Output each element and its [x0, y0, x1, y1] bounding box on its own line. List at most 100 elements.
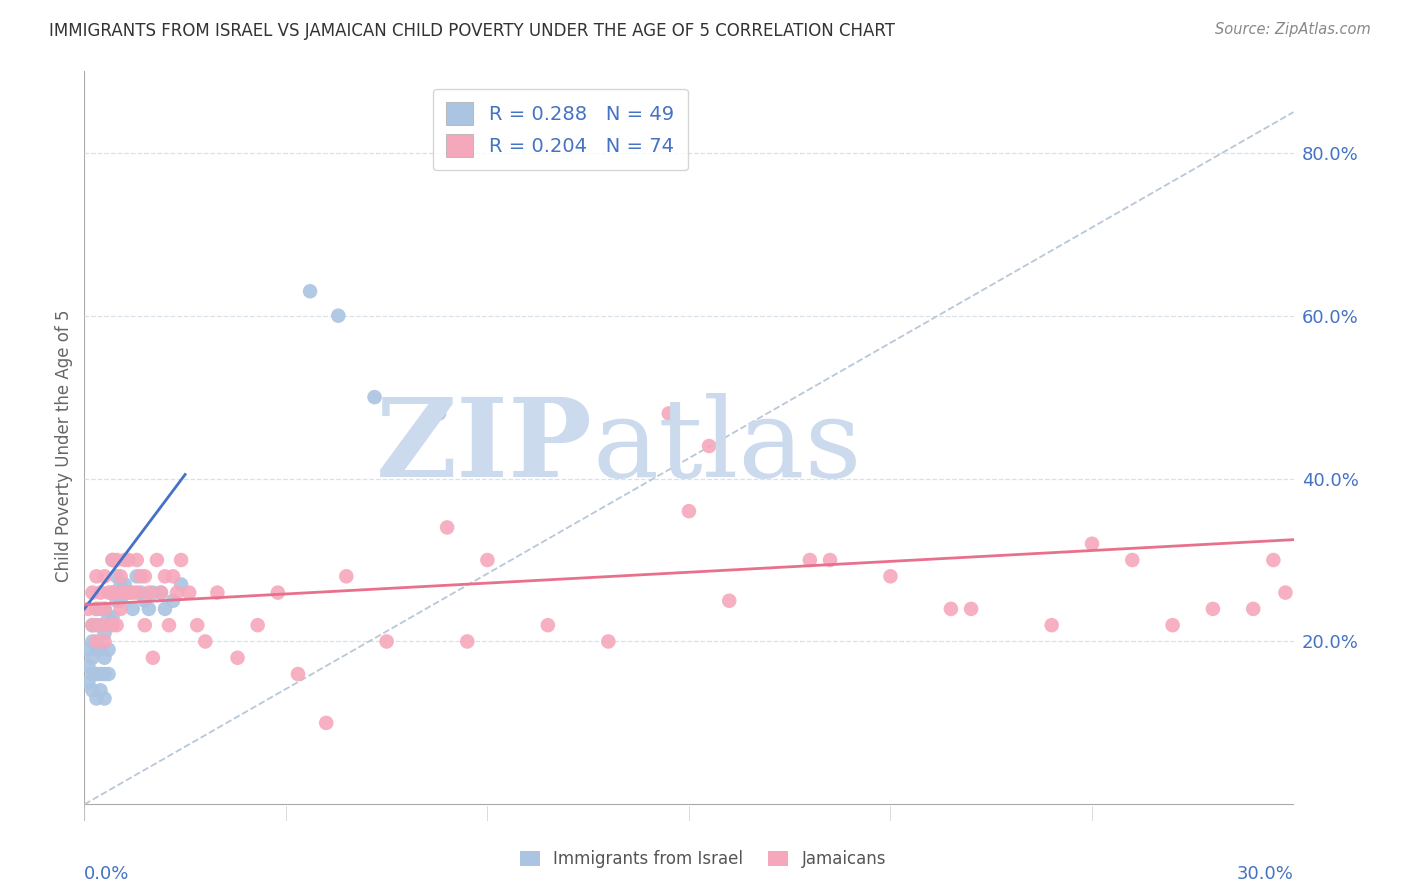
Point: [118, 585, 141, 599]
Point: [110, 577, 132, 591]
Point: [101, 585, 124, 599]
Point: [93, 634, 115, 648]
Point: [77, 642, 100, 657]
Point: [170, 553, 193, 567]
Point: [97, 585, 120, 599]
Point: [110, 602, 132, 616]
Point: [82, 667, 104, 681]
Point: [86, 642, 108, 657]
Point: [142, 650, 165, 665]
Point: [77, 659, 100, 673]
Point: [121, 602, 143, 616]
Point: [299, 285, 322, 299]
Point: [89, 618, 111, 632]
Point: [82, 585, 104, 599]
Point: [246, 618, 269, 632]
Point: [1081, 537, 1104, 551]
Point: [226, 650, 249, 665]
Point: [86, 634, 108, 648]
Point: [153, 602, 176, 616]
Point: [162, 593, 184, 607]
Point: [149, 585, 172, 599]
Point: [89, 683, 111, 698]
Point: [194, 634, 217, 648]
Point: [134, 593, 156, 607]
Point: [1274, 585, 1296, 599]
Point: [86, 618, 108, 632]
Point: [363, 390, 385, 404]
Point: [1263, 553, 1285, 567]
Legend: Immigrants from Israel, Jamaicans: Immigrants from Israel, Jamaicans: [513, 844, 893, 875]
Point: [818, 553, 841, 567]
Point: [658, 406, 681, 420]
Text: ZIP: ZIP: [375, 392, 592, 500]
Point: [86, 602, 108, 616]
Point: [89, 618, 111, 632]
Text: 30.0%: 30.0%: [1237, 865, 1294, 883]
Point: [179, 585, 201, 599]
Point: [153, 569, 176, 583]
Point: [97, 642, 120, 657]
Point: [1121, 553, 1143, 567]
Point: [267, 585, 290, 599]
Point: [86, 691, 108, 706]
Point: [114, 553, 136, 567]
Point: [125, 569, 148, 583]
Point: [537, 618, 560, 632]
Point: [939, 602, 962, 616]
Point: [97, 618, 120, 632]
Point: [207, 585, 229, 599]
Point: [82, 618, 104, 632]
Point: [598, 634, 620, 648]
Point: [125, 553, 148, 567]
Point: [287, 667, 309, 681]
Point: [129, 569, 152, 583]
Point: [697, 439, 720, 453]
Point: [101, 553, 124, 567]
Point: [477, 553, 499, 567]
Point: [1202, 602, 1225, 616]
Point: [328, 309, 350, 323]
Legend: R = 0.288   N = 49, R = 0.204   N = 74: R = 0.288 N = 49, R = 0.204 N = 74: [433, 88, 688, 170]
Point: [93, 691, 115, 706]
Point: [93, 569, 115, 583]
Point: [960, 602, 983, 616]
Point: [114, 577, 136, 591]
Point: [315, 715, 337, 730]
Point: [170, 577, 193, 591]
Point: [77, 675, 100, 690]
Y-axis label: Child Poverty Under the Age of 5: Child Poverty Under the Age of 5: [55, 310, 73, 582]
Point: [77, 602, 100, 616]
Point: [82, 683, 104, 698]
Text: IMMIGRANTS FROM ISRAEL VS JAMAICAN CHILD POVERTY UNDER THE AGE OF 5 CORRELATION : IMMIGRANTS FROM ISRAEL VS JAMAICAN CHILD…: [49, 22, 896, 40]
Point: [86, 602, 108, 616]
Point: [93, 626, 115, 640]
Point: [110, 569, 132, 583]
Point: [138, 602, 160, 616]
Point: [335, 569, 357, 583]
Point: [149, 585, 172, 599]
Point: [138, 585, 160, 599]
Point: [82, 618, 104, 632]
Point: [162, 569, 184, 583]
Point: [1161, 618, 1184, 632]
Point: [105, 593, 128, 607]
Point: [101, 610, 124, 624]
Point: [879, 569, 901, 583]
Point: [105, 553, 128, 567]
Point: [82, 650, 104, 665]
Point: [101, 553, 124, 567]
Point: [395, 439, 418, 453]
Point: [186, 618, 208, 632]
Point: [118, 553, 141, 567]
Point: [157, 618, 180, 632]
Text: Source: ZipAtlas.com: Source: ZipAtlas.com: [1215, 22, 1371, 37]
Point: [93, 667, 115, 681]
Point: [1040, 618, 1063, 632]
Text: 0.0%: 0.0%: [84, 865, 129, 883]
Point: [89, 602, 111, 616]
Point: [93, 602, 115, 616]
Point: [97, 667, 120, 681]
Point: [678, 504, 700, 518]
Point: [1241, 602, 1264, 616]
